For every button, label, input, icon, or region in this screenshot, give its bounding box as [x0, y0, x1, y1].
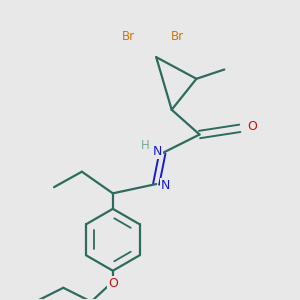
- Text: N: N: [161, 179, 170, 192]
- Text: N: N: [153, 145, 162, 158]
- Text: O: O: [247, 120, 257, 133]
- Text: O: O: [108, 277, 118, 290]
- Text: H: H: [141, 139, 150, 152]
- Text: Br: Br: [171, 31, 184, 44]
- Text: Br: Br: [122, 31, 135, 44]
